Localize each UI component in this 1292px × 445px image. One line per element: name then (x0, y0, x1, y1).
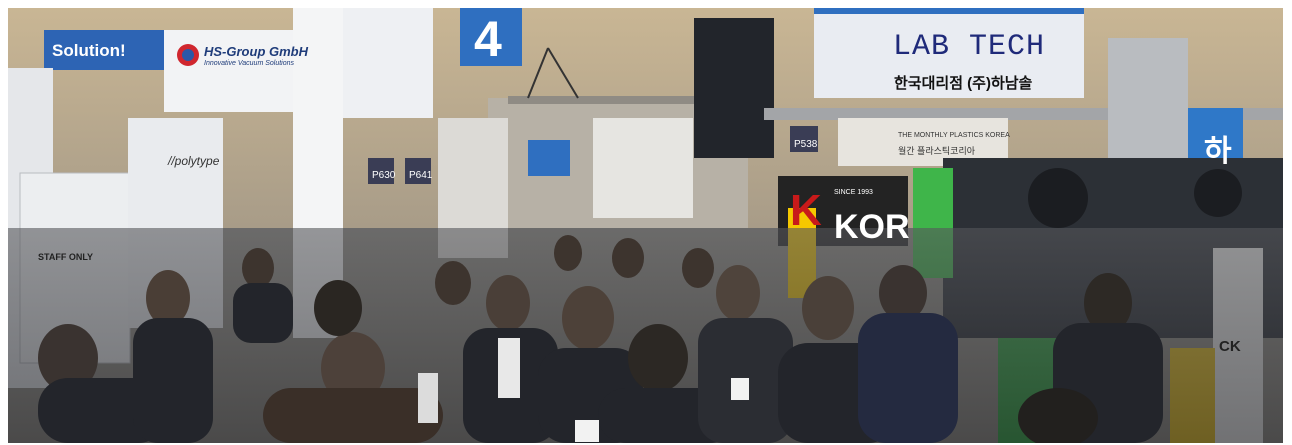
labtech-banner (814, 8, 1084, 98)
ha-text: 하 (1204, 135, 1232, 168)
machine-hopper (1108, 38, 1188, 158)
p538-text: P538 (794, 139, 818, 150)
dark-booth (694, 18, 774, 158)
hsgroup-subtext: Innovative Vacuum Solutions (204, 60, 295, 67)
hall-4-banner (460, 8, 522, 66)
crowd (38, 235, 1163, 443)
p538-sign (790, 126, 818, 152)
kor-k-text: K (790, 186, 822, 235)
monthly-text: THE MONTHLY PLASTICS KOREA (898, 132, 1010, 139)
motor-wheel (1028, 168, 1088, 228)
right-center-booth (593, 118, 693, 218)
hall-number-text: 4 (474, 11, 502, 67)
kor-rest-text: KOR (834, 208, 910, 246)
blue-signpost (528, 140, 570, 176)
photo-scene (8, 8, 1283, 443)
ck-text: CK (1219, 338, 1241, 355)
p641-sign (405, 158, 431, 184)
hsgroup-text: HS-Group GmbH (204, 44, 308, 59)
white-shirt (498, 338, 520, 398)
polytype-text: //polytype (168, 154, 220, 168)
ceiling-truss (508, 96, 708, 104)
name-badge (731, 378, 749, 400)
solution-text: Solution! (52, 41, 126, 60)
white-shirt (418, 373, 438, 423)
p630-text: P630 (372, 170, 396, 181)
korean-agency-text: 한국대리점 (주)하남솔 (894, 75, 1033, 92)
p630-sign (368, 158, 394, 184)
solution-banner (44, 30, 164, 70)
staff-only-text: STAFF ONLY (38, 252, 94, 262)
p641-text: P641 (409, 170, 433, 181)
monthly-ko-text: 월간 플라스틱코리아 (898, 146, 976, 156)
labtech-text: LAB TECH (893, 30, 1046, 64)
booth-tower (343, 8, 433, 118)
name-badge (575, 420, 599, 442)
since-text: SINCE 1993 (834, 189, 873, 196)
expo-hall-photo: Solution! HS-Group GmbH Innovative Vacuu… (8, 8, 1283, 443)
labtech-border (814, 8, 1084, 14)
